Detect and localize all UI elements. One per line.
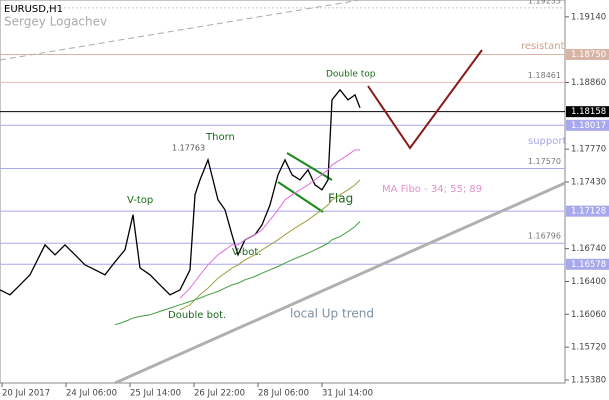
- x-tick-label: 31 Jul 14:00: [322, 389, 373, 399]
- x-tick-label: 28 Jul 06:00: [258, 389, 309, 399]
- series-line: [0, 88, 361, 296]
- annotation: local Up trend: [290, 307, 374, 321]
- chart-title: EURUSD,H1: [4, 4, 63, 15]
- annotation: MA Fibo - 34; 55; 89: [382, 184, 482, 195]
- y-tick-label: 1.17770: [571, 145, 606, 155]
- level-box: [566, 48, 609, 60]
- x-tick-label: 25 Jul 14:00: [130, 389, 181, 399]
- y-tick-label: 1.19140: [571, 12, 606, 22]
- y-tick-label: 1.16740: [571, 244, 606, 254]
- y-tick-label: 1.15720: [571, 343, 606, 353]
- level-box: [566, 106, 609, 118]
- series-line: [114, 221, 361, 326]
- level-label: 1.18158: [571, 107, 606, 117]
- annotation: resistant: [521, 41, 565, 52]
- y-tick-label: 1.16400: [571, 277, 606, 287]
- annotation: V-top: [127, 195, 153, 206]
- level-label: 1.16578: [571, 260, 606, 270]
- level-label: 1.19233: [528, 0, 561, 5]
- annotation: V-bot.: [232, 247, 261, 258]
- y-tick-label: 1.15380: [571, 376, 606, 386]
- y-tick-label: 1.16060: [571, 310, 606, 320]
- flag-line: [277, 181, 324, 213]
- annotation: Double top: [326, 70, 376, 80]
- annotation: 1.17763: [172, 144, 205, 153]
- flag-line: [286, 152, 333, 181]
- level-box: [566, 258, 609, 270]
- x-tick-label: 20 Jul 2017: [2, 389, 50, 399]
- level-label: 1.16796: [528, 232, 561, 241]
- level-label: 1.17128: [571, 207, 606, 217]
- plot: [0, 88, 361, 326]
- level-label: 1.18461: [528, 71, 561, 80]
- level-label: 1.18750: [571, 50, 606, 60]
- level-label: 1.18017: [571, 121, 606, 131]
- y-tick-label: 1.18860: [571, 78, 606, 88]
- projection: [367, 49, 483, 150]
- annotation: support: [528, 136, 566, 147]
- annotation: Thorn: [205, 132, 235, 143]
- x-tick-label: 24 Jul 06:00: [66, 389, 117, 399]
- series-line: [179, 179, 361, 311]
- x-tick-label: 26 Jul 22:00: [194, 389, 245, 399]
- level-box: [566, 205, 609, 217]
- series-line: [179, 149, 360, 299]
- chart-subtitle: Sergey Logachev: [4, 15, 107, 29]
- level-box: [566, 119, 609, 131]
- annotation: Flag: [328, 192, 353, 206]
- level-label: 1.17570: [528, 157, 561, 166]
- y-tick-label: 1.17430: [571, 177, 606, 187]
- up-trend-line: [114, 181, 566, 385]
- trend-channel: [0, 0, 361, 61]
- annotation: Double bot.: [168, 310, 226, 321]
